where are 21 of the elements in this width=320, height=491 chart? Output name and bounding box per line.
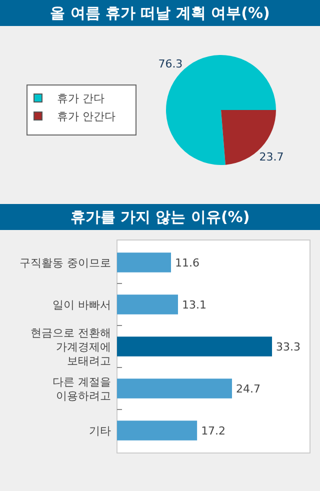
data-label: 11.6: [175, 256, 200, 270]
chart-title: 휴가를 가지 않는 이유(%): [70, 208, 250, 226]
data-label: 13.1: [182, 298, 206, 312]
y-tick-label: 구직활동 중이므로: [20, 256, 111, 270]
bar: [117, 378, 232, 398]
legend-label: 휴가 간다: [57, 92, 104, 105]
data-label: 76.3: [158, 57, 183, 70]
data-label: 23.7: [259, 150, 284, 164]
data-label: 24.7: [236, 382, 260, 396]
bar: [117, 420, 198, 440]
y-tick-label: 기타: [89, 424, 111, 438]
bar: [117, 252, 171, 272]
legend-label: 휴가 안간다: [57, 110, 116, 123]
y-tick-label: 현금으로 전환해 가계경제에 보태려고: [30, 326, 111, 368]
bar: [117, 336, 272, 356]
data-label: 17.2: [201, 424, 226, 438]
chart-title: 올 여름 휴가 떠날 계획 여부(%): [50, 4, 270, 22]
bar: [117, 294, 178, 314]
data-label: 33.3: [276, 340, 301, 354]
y-tick-label: 일이 바빠서: [52, 298, 111, 312]
y-tick-label: 다른 계절을 이용하려고: [52, 375, 111, 402]
